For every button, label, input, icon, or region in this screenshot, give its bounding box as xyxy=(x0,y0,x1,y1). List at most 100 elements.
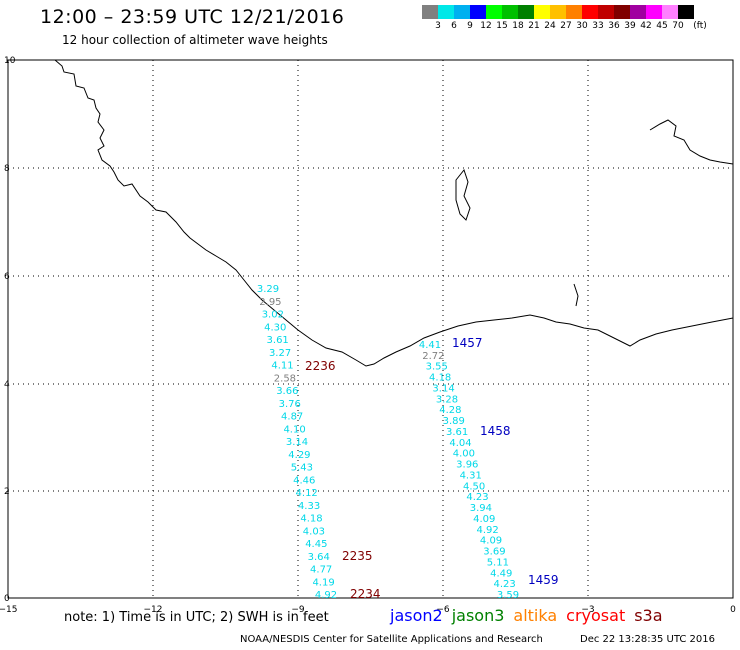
wave-height-value: 4.46 xyxy=(293,475,315,486)
grid-lines xyxy=(8,60,733,598)
wave-height-value: 3.28 xyxy=(436,394,458,405)
wave-height-value: 4.92 xyxy=(477,525,499,536)
wave-height-value: 4.41 xyxy=(419,340,441,351)
wave-height-value: 2.95 xyxy=(259,297,281,308)
wave-height-value: 4.00 xyxy=(453,449,475,460)
wave-height-value: 4.50 xyxy=(463,481,485,492)
legend-swatch xyxy=(646,5,662,19)
wave-height-value: 3.61 xyxy=(267,335,289,346)
wave-height-value: 3.55 xyxy=(426,362,448,373)
legend-label: 21 xyxy=(528,21,540,31)
legend-unit: (ft) xyxy=(693,21,707,31)
legend-label: 36 xyxy=(608,21,620,31)
legend-label: 27 xyxy=(560,21,572,31)
legend-swatch xyxy=(438,5,454,19)
x-tick-label: −15 xyxy=(0,605,18,615)
wave-height-value: 4.18 xyxy=(300,514,322,525)
y-tick-label: 4 xyxy=(4,380,10,390)
wave-height-value: 4.09 xyxy=(480,536,502,547)
altimeter-tracks: 3.29 2.95 3.024.30 3.61 3.27 4.112.58 3.66 3.76… xyxy=(257,284,559,601)
pass-time-label: 1458 xyxy=(480,424,511,438)
y-tick-label: 0 xyxy=(4,594,10,604)
legend-swatch xyxy=(454,5,470,19)
pass-time-label: 2235 xyxy=(342,549,373,563)
wave-height-value: 4.23 xyxy=(493,579,515,590)
legend-swatch xyxy=(582,5,598,19)
coastline-main xyxy=(54,59,734,367)
y-axis-ticks: 0 2 4 6 8 10 xyxy=(4,56,16,604)
x-tick-label: 0 xyxy=(730,605,736,615)
map-title: 12:00 – 23:59 UTC 12/21/2016 xyxy=(40,6,345,28)
wave-height-value: 5.43 xyxy=(291,463,313,474)
legend-labels: 3 6 9 12 15 18 21 24 27 30 33 36 39 42 45 70 (ft) xyxy=(422,19,740,33)
wave-height-value: 3.02 xyxy=(262,310,284,321)
pass-time-label: 2234 xyxy=(350,587,381,601)
legend-swatch xyxy=(518,5,534,19)
wave-height-value: 4.29 xyxy=(288,450,310,461)
legend-swatches xyxy=(422,5,740,19)
satellite-name: s3a xyxy=(634,606,663,625)
legend-swatch xyxy=(470,5,486,19)
legend-swatch xyxy=(486,5,502,19)
y-tick-label: 6 xyxy=(4,272,10,282)
credit: NOAA/NESDIS Center for Satellite Applica… xyxy=(240,634,543,645)
legend-label: 6 xyxy=(451,21,457,31)
coastline-bay xyxy=(573,283,579,307)
y-tick-label: 8 xyxy=(4,164,10,174)
x-axis-ticks: −15 −12 −9 −6 −3 0 xyxy=(0,605,736,615)
legend-swatch xyxy=(534,5,550,19)
legend-swatch xyxy=(550,5,566,19)
x-tick-label: −6 xyxy=(436,605,450,615)
wave-height-value: 2.58 xyxy=(274,373,296,384)
wave-height-value: 2.72 xyxy=(422,351,444,362)
legend-label: 9 xyxy=(467,21,473,31)
x-tick-label: −12 xyxy=(144,605,163,615)
legend-swatch xyxy=(598,5,614,19)
legend-label: 45 xyxy=(656,21,668,31)
legend-label: 70 xyxy=(672,21,684,31)
coastline-east xyxy=(649,119,734,165)
wave-height-value: 4.04 xyxy=(449,438,471,449)
legend-swatch xyxy=(566,5,582,19)
legend-label: 42 xyxy=(640,21,652,31)
legend-label: 30 xyxy=(576,21,588,31)
y-tick-label: 10 xyxy=(4,56,16,66)
legend-swatch xyxy=(678,5,694,19)
wave-height-value: 3.14 xyxy=(286,437,308,448)
wave-height-value: 3.94 xyxy=(470,503,492,514)
timestamp: Dec 22 13:28:35 UTC 2016 xyxy=(580,634,715,645)
wave-height-value: 4.23 xyxy=(466,492,488,503)
wave-height-value: 3.76 xyxy=(279,399,301,410)
wave-height-value: 4.33 xyxy=(298,501,320,512)
legend-swatch xyxy=(502,5,518,19)
wave-height-value: 3.27 xyxy=(269,348,291,359)
wave-height-value: 3.66 xyxy=(276,386,298,397)
x-tick-label: −3 xyxy=(581,605,594,615)
legend-swatch xyxy=(614,5,630,19)
legend-label: 24 xyxy=(544,21,556,31)
pass-time-label: 1459 xyxy=(528,573,559,587)
wave-height-value: 3.29 xyxy=(257,284,279,295)
coastline-island xyxy=(455,168,471,221)
footnote: note: 1) Time is in UTC; 2) SWH is in fe… xyxy=(64,610,329,625)
pass-time-label: 1457 xyxy=(452,336,483,350)
wave-height-value: 5.11 xyxy=(487,557,509,568)
map-frame xyxy=(7,59,734,599)
legend-label: 3 xyxy=(435,21,441,31)
wave-height-value: 4.19 xyxy=(312,577,334,588)
wave-height-legend: 3 6 9 12 15 18 21 24 27 30 33 36 39 42 45 70 (ft) xyxy=(422,5,740,33)
wave-height-value: 4.18 xyxy=(429,373,451,384)
legend-swatch xyxy=(662,5,678,19)
wave-height-value: 4.49 xyxy=(490,568,512,579)
wave-height-value: 3.61 xyxy=(446,427,468,438)
satellite-key: jason2 jason3 altika cryosat s3a xyxy=(390,606,672,625)
x-tick-label: −9 xyxy=(291,605,305,615)
wave-height-value: 4.30 xyxy=(264,322,286,333)
wave-height-value: 4.03 xyxy=(303,526,325,537)
y-tick-label: 2 xyxy=(4,487,10,497)
legend-label: 39 xyxy=(624,21,636,31)
map-subtitle: 12 hour collection of altimeter wave hei… xyxy=(62,33,328,47)
wave-height-value: 3.64 xyxy=(308,552,330,563)
satellite-name: jason2 xyxy=(390,606,443,625)
